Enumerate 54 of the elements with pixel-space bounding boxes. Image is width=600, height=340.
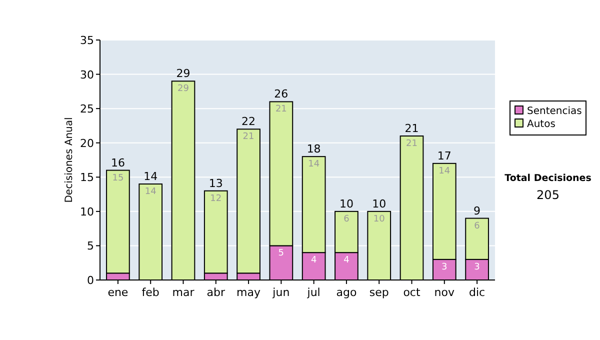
legend-label: Sentencias	[527, 106, 582, 117]
y-tick-label: 0	[87, 274, 94, 287]
text: 205	[536, 188, 560, 202]
data-label: 3	[442, 262, 448, 272]
y-axis-title: Decisiones Anual	[64, 117, 75, 203]
total-label: 9	[474, 204, 481, 218]
total-label: 13	[208, 176, 223, 190]
data-label: 14	[308, 160, 320, 170]
data-label: 5	[278, 248, 284, 259]
x-tick-label: feb	[142, 286, 160, 299]
data-label: 29	[178, 84, 190, 94]
x-tick-label: abr	[206, 286, 226, 299]
y-tick-label: 10	[80, 205, 94, 218]
data-label: 15	[112, 173, 124, 184]
data-label: 14	[438, 166, 450, 176]
data-label: 21	[242, 132, 254, 142]
y-tick-label: 20	[80, 136, 94, 150]
x-tick-label: sep	[369, 286, 389, 299]
total-label: 17	[437, 149, 452, 162]
y-tick-label: 5	[87, 240, 94, 253]
y-tick-label: 30	[80, 68, 94, 82]
x-tick-label: jun	[272, 286, 290, 299]
total-label: 26	[274, 88, 288, 101]
x-tick-label: jul	[306, 286, 320, 299]
total-label: 14	[144, 170, 158, 183]
data-label: 4	[310, 256, 317, 266]
total-label: 18	[306, 142, 321, 156]
total-label: 10	[372, 197, 386, 210]
data-label: 12	[210, 194, 222, 204]
total-label: 21	[404, 122, 419, 135]
data-label: 21	[406, 139, 418, 149]
x-tick-label: dic	[469, 286, 486, 299]
total-label: 16	[110, 156, 125, 170]
y-tick-label: 15	[80, 171, 94, 184]
legend-label: Autos	[527, 119, 556, 130]
total-label: 22	[242, 115, 256, 128]
x-tick-label: ene	[108, 286, 128, 299]
data-label: 14	[144, 187, 157, 197]
data-label: 21	[275, 104, 287, 115]
total-label: 10	[339, 197, 354, 210]
x-tick-label: mar	[172, 286, 195, 299]
data-label: 6	[474, 221, 480, 232]
x-tick-label: ago	[336, 286, 357, 299]
y-tick-label: 35	[80, 34, 94, 47]
data-label: 6	[344, 214, 350, 224]
total-label: 29	[176, 67, 190, 80]
data-label: 10	[373, 214, 386, 224]
x-tick-label: nov	[434, 286, 455, 299]
x-tick-label: oct	[403, 286, 421, 299]
y-tick-label: 25	[80, 102, 94, 116]
text: Total Decisiones	[504, 173, 592, 184]
x-tick-label: may	[236, 286, 262, 299]
data-label: 4	[344, 256, 350, 266]
data-label: 3	[474, 262, 480, 272]
